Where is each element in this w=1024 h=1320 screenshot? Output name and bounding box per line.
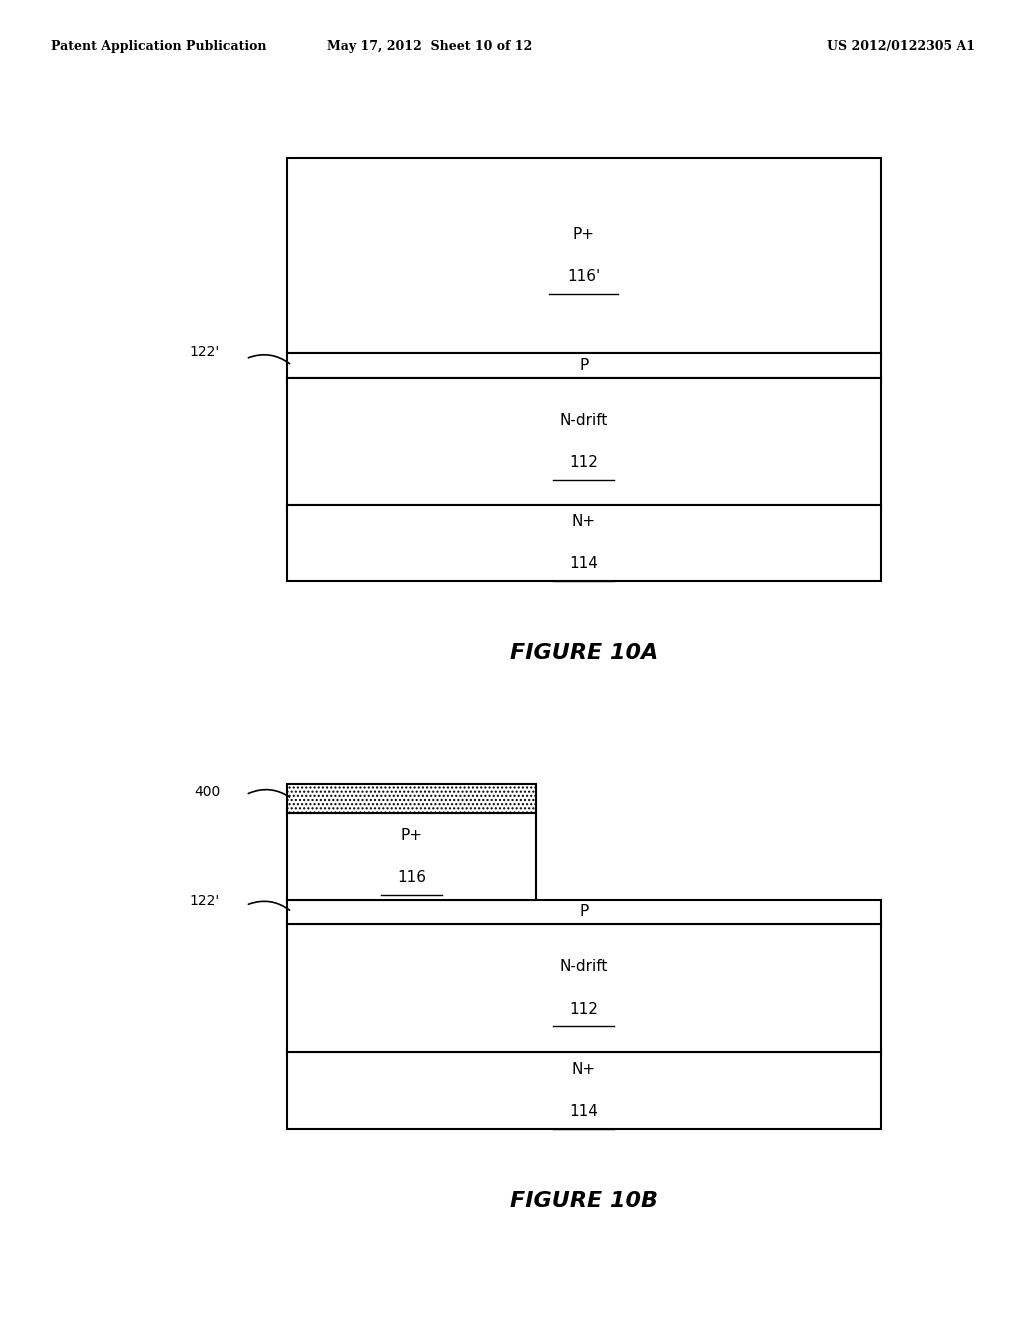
Bar (287, 504, 881, 581)
Text: May 17, 2012  Sheet 10 of 12: May 17, 2012 Sheet 10 of 12 (328, 40, 532, 53)
Text: 112: 112 (569, 1002, 598, 1016)
Text: 116: 116 (397, 870, 426, 884)
Text: FIGURE 10A: FIGURE 10A (510, 643, 657, 664)
Bar (287, 924, 881, 1052)
Text: P+: P+ (400, 828, 423, 842)
Bar (287, 813, 537, 900)
Text: P+: P+ (572, 227, 595, 242)
Bar (287, 784, 537, 813)
Text: 122': 122' (189, 895, 220, 908)
Text: 116': 116' (567, 269, 600, 284)
Text: P: P (579, 904, 589, 920)
Bar (287, 900, 881, 924)
Text: Patent Application Publication: Patent Application Publication (51, 40, 266, 53)
Bar (287, 352, 881, 378)
Text: N+: N+ (571, 1061, 596, 1077)
Text: P: P (579, 358, 589, 372)
Text: 122': 122' (189, 345, 220, 359)
Text: N-drift: N-drift (559, 960, 608, 974)
Text: 112: 112 (569, 455, 598, 470)
Text: 114: 114 (569, 1104, 598, 1119)
Bar (287, 378, 881, 504)
Bar (287, 158, 881, 352)
Text: 114: 114 (569, 557, 598, 572)
Bar (287, 1052, 881, 1129)
Text: N-drift: N-drift (559, 413, 608, 428)
Text: US 2012/0122305 A1: US 2012/0122305 A1 (827, 40, 975, 53)
Text: FIGURE 10B: FIGURE 10B (510, 1191, 657, 1212)
Text: 400: 400 (194, 785, 220, 799)
Text: N+: N+ (571, 515, 596, 529)
